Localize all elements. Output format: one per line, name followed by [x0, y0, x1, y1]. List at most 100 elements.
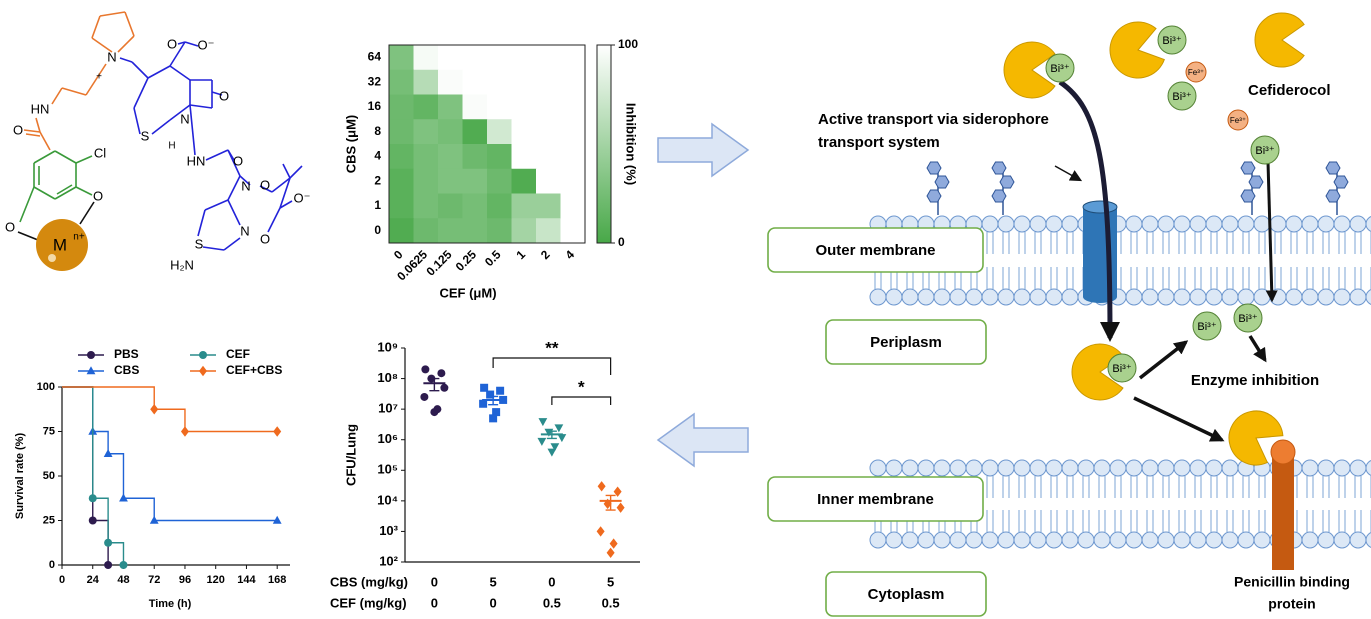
atom-label: N [180, 111, 189, 126]
lipid-head [1221, 459, 1239, 477]
pbp-head [1270, 439, 1296, 465]
lipid-head [1141, 288, 1159, 306]
lipid-head [1333, 215, 1351, 233]
lipid-head [981, 459, 999, 477]
lipid-head [1205, 288, 1223, 306]
y-tick-label: 16 [368, 99, 382, 113]
heatmap-frame [388, 44, 586, 244]
bond [75, 155, 93, 164]
heatmap-cell [511, 45, 537, 71]
lipid-head [1317, 459, 1335, 477]
heatmap-cell [462, 193, 488, 219]
heatmap-cell [487, 119, 512, 145]
arrow [1265, 161, 1278, 303]
lipid-head [1333, 288, 1351, 306]
bond [211, 91, 223, 96]
pbp-label: Penicillin binding [1234, 574, 1350, 590]
significance-bracket [492, 357, 612, 375]
cefiderocol [1003, 41, 1056, 99]
transport-label: transport system [818, 134, 940, 151]
x-tick-label: 0.125 [423, 247, 454, 278]
lipid-head [1061, 459, 1079, 477]
row-label: CBS (mg/kg) [330, 574, 408, 589]
significance-label: ** [545, 338, 559, 357]
marker [489, 414, 498, 423]
heatmap-cell [413, 119, 439, 145]
heatmap-cell [487, 144, 512, 170]
atom-label: HN [31, 101, 50, 116]
lipid-head [1029, 288, 1047, 306]
compartment-label: Inner membrane [817, 491, 934, 508]
ion-label: Bi³⁺ [1050, 63, 1069, 75]
bond [91, 37, 113, 53]
marker [88, 494, 97, 503]
bond [227, 149, 241, 177]
heatmap-cell [413, 193, 439, 219]
cefiderocol-label: Cefiderocol [1248, 82, 1331, 99]
metal-ion-highlight [48, 254, 56, 262]
bond [227, 175, 241, 201]
bond [239, 175, 251, 186]
y-tick-label: 100 [37, 381, 55, 393]
y-tick-label: 25 [43, 514, 55, 526]
lipid-head [1349, 288, 1367, 306]
y-tick-label: 1 [374, 198, 381, 212]
x-tick-label: 96 [179, 574, 191, 586]
lipid-head [1285, 215, 1303, 233]
bond [133, 77, 149, 109]
group-label: 0 [431, 574, 438, 589]
heatmap-cell [560, 168, 586, 194]
lipid-head [1333, 531, 1351, 549]
lipid-head [1125, 288, 1143, 306]
bond [133, 107, 141, 135]
heatmap-cell [487, 94, 512, 120]
heatmap-cell [511, 119, 537, 145]
lipid-head [1189, 459, 1207, 477]
lipid-head [1189, 215, 1207, 233]
group-label: 0 [431, 595, 438, 610]
heatmap-cell [438, 144, 463, 170]
bond [79, 201, 95, 225]
lipid-head [917, 531, 935, 549]
marker [486, 390, 495, 399]
cefiderocol [1109, 21, 1165, 79]
marker [613, 486, 622, 497]
heatmap-cell [487, 45, 512, 71]
lipid-head [885, 288, 903, 306]
bond [85, 63, 107, 96]
lipid-head [1093, 531, 1111, 549]
sugar-unit [1240, 189, 1256, 203]
atom-label: O [167, 36, 177, 51]
lipid-head [1365, 460, 1371, 476]
bond [227, 199, 241, 226]
ion-label: Bi³⁺ [1112, 363, 1131, 375]
marker [149, 515, 159, 524]
x-tick-label: 168 [268, 574, 286, 586]
bond [99, 11, 126, 17]
heatmap-cell [487, 168, 512, 194]
sugar-unit [1333, 175, 1349, 189]
lipid-head [1077, 459, 1095, 477]
heatmap-cell [413, 218, 439, 244]
marker [273, 426, 282, 437]
lipid-head [1365, 216, 1371, 232]
lipid-head [1349, 215, 1367, 233]
y-tick-label: 2 [374, 173, 381, 187]
marker [597, 481, 606, 492]
lipid-head [1045, 531, 1063, 549]
sugar-unit [999, 175, 1015, 189]
lipid-head [1141, 459, 1159, 477]
bond [169, 41, 186, 67]
heatmap-cell [560, 119, 586, 145]
bond [202, 246, 225, 251]
marker [616, 502, 625, 513]
lipid-head [1173, 459, 1191, 477]
bond [35, 117, 41, 133]
y-tick-label: 10³ [379, 523, 398, 538]
marker [421, 365, 430, 374]
atom-label: O [233, 153, 243, 168]
lipid-head [1301, 288, 1319, 306]
heatmap-cell [462, 94, 488, 120]
atom-label: H [168, 141, 175, 152]
lipid-head [1333, 459, 1351, 477]
